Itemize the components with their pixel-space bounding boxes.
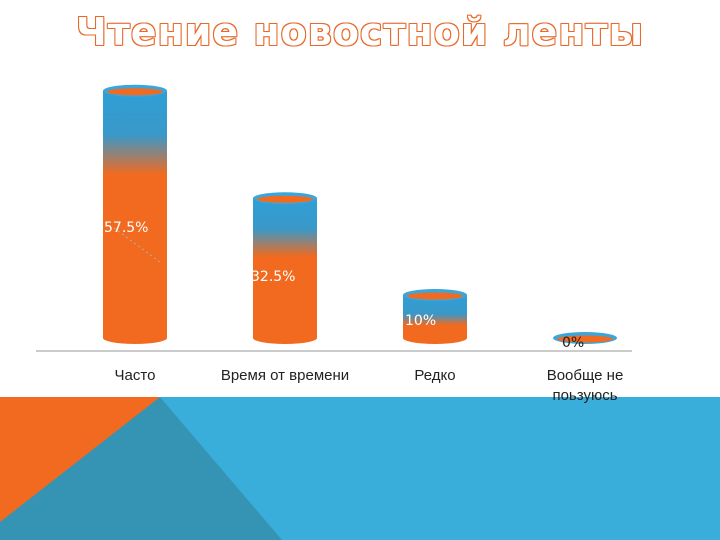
category-label-2: Время от времени — [220, 367, 350, 384]
bar-base — [403, 332, 467, 344]
bar-cap-inner — [257, 195, 313, 203]
bar-2 — [253, 192, 317, 344]
bar-1 — [103, 84, 167, 344]
data-label-3: 10% — [405, 313, 436, 329]
bar-cap-inner — [407, 292, 463, 300]
data-label-2: 32.5% — [251, 269, 295, 285]
bar-base — [253, 332, 317, 344]
bar-body — [403, 295, 467, 338]
category-label-3: Редко — [414, 367, 456, 384]
bar-3 — [403, 289, 467, 344]
category-label-1: Часто — [114, 367, 156, 384]
bar-4 — [553, 332, 617, 344]
bar-cap-inner — [557, 335, 613, 343]
bar-cap-inner — [107, 88, 163, 96]
category-label-4: Вообще не поьзуюсь — [546, 367, 624, 404]
data-label-4: 0% — [562, 335, 584, 351]
bar-body — [253, 198, 317, 338]
bar-base — [103, 332, 167, 344]
bar-body — [103, 90, 167, 338]
bg-orange-triangle — [0, 397, 160, 522]
chart-title: Чтение новостной ленты — [76, 10, 644, 54]
data-label-1: 57.5% — [104, 220, 148, 236]
